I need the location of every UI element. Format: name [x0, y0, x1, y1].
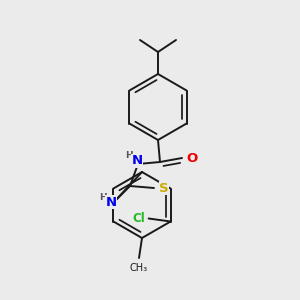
Text: S: S: [159, 182, 169, 194]
Text: N: N: [131, 154, 142, 167]
Text: H: H: [99, 194, 107, 202]
Text: O: O: [186, 152, 198, 164]
Text: Cl: Cl: [132, 212, 145, 225]
Text: N: N: [105, 196, 117, 208]
Text: H: H: [125, 152, 133, 160]
Text: CH₃: CH₃: [130, 263, 148, 273]
